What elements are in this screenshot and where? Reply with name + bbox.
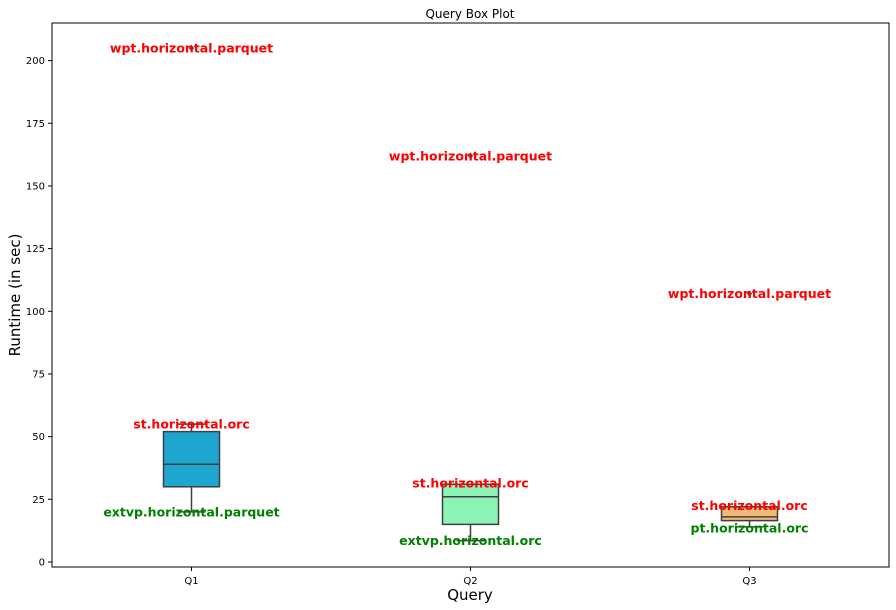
box-q1 xyxy=(162,44,221,513)
y-tick-label: 0 xyxy=(39,557,45,568)
annotation-label: wpt.horizontal.parquet xyxy=(389,148,552,163)
boxes xyxy=(162,44,779,542)
annotations: wpt.horizontal.parquet st.horizontal.orc e… xyxy=(103,41,831,549)
box-iqr xyxy=(441,483,500,526)
y-axis-label: Runtime (in sec) xyxy=(6,234,24,357)
annotation-label: wpt.horizontal.parquet xyxy=(110,41,273,56)
outlier-point xyxy=(468,152,473,160)
x-axis-label: Query xyxy=(447,586,493,604)
annotation-label: st.horizontal.orc xyxy=(691,498,807,513)
y-tick-label: 150 xyxy=(26,181,45,192)
x-tick-label: Q1 xyxy=(184,576,198,587)
annotation-label: extvp.horizontal.parquet xyxy=(103,504,279,519)
outlier-point xyxy=(747,290,752,298)
y-tick-label: 75 xyxy=(32,369,45,380)
y-axis: 0 25 50 75 100 125 150 175 200 xyxy=(26,56,52,568)
y-tick-label: 50 xyxy=(32,432,45,443)
y-tick-label: 175 xyxy=(26,119,45,130)
x-axis: Q1 Q2 Q3 xyxy=(184,567,757,587)
annotation-label: wpt.horizontal.parquet xyxy=(668,286,831,301)
box-q2 xyxy=(441,152,500,542)
y-tick-label: 125 xyxy=(26,244,45,255)
box-q3 xyxy=(720,290,779,528)
chart-title: Query Box Plot xyxy=(425,7,514,21)
x-tick-label: Q2 xyxy=(463,576,477,587)
annotation-label: st.horizontal.orc xyxy=(133,417,249,432)
y-tick-label: 200 xyxy=(26,56,45,67)
annotation-label: pt.horizontal.orc xyxy=(691,521,809,536)
y-tick-label: 25 xyxy=(32,495,45,506)
outlier-point xyxy=(189,44,194,52)
x-tick-label: Q3 xyxy=(742,576,756,587)
box-iqr xyxy=(162,430,221,488)
annotation-label: st.horizontal.orc xyxy=(412,476,528,491)
y-tick-label: 100 xyxy=(26,307,45,318)
annotation-label: extvp.horizontal.orc xyxy=(399,533,542,548)
